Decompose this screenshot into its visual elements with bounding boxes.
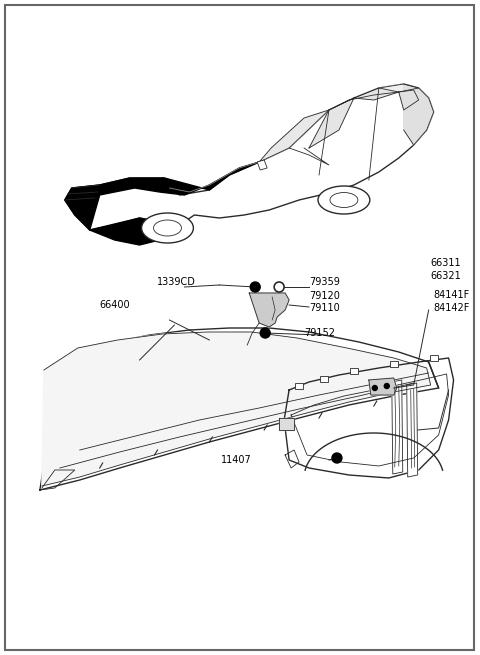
Polygon shape (284, 358, 454, 478)
Polygon shape (65, 162, 259, 230)
Text: 66311: 66311 (431, 258, 461, 268)
Text: 66321: 66321 (431, 271, 461, 281)
Bar (295, 383, 303, 389)
Circle shape (260, 328, 270, 338)
Ellipse shape (318, 186, 370, 214)
Polygon shape (42, 332, 431, 486)
Polygon shape (392, 380, 403, 474)
Polygon shape (90, 218, 180, 245)
Polygon shape (40, 328, 439, 490)
Bar (390, 361, 398, 367)
Text: 79359: 79359 (309, 277, 340, 287)
Text: 66400: 66400 (100, 300, 130, 310)
Polygon shape (354, 88, 399, 100)
Polygon shape (309, 98, 354, 148)
Text: 11407: 11407 (220, 455, 251, 465)
Circle shape (384, 383, 389, 388)
Circle shape (274, 282, 284, 292)
Bar (430, 355, 438, 361)
Text: 84142F: 84142F (433, 303, 470, 313)
Polygon shape (257, 160, 267, 170)
Polygon shape (279, 418, 294, 430)
Polygon shape (65, 84, 433, 230)
Text: 84141F: 84141F (433, 290, 470, 300)
Ellipse shape (154, 220, 181, 236)
Circle shape (250, 282, 260, 292)
Ellipse shape (330, 193, 358, 208)
Polygon shape (369, 378, 397, 395)
Bar (350, 368, 358, 374)
Bar (320, 376, 328, 382)
Polygon shape (249, 293, 289, 327)
Polygon shape (404, 84, 433, 145)
Polygon shape (399, 90, 419, 110)
Circle shape (332, 453, 342, 463)
Polygon shape (259, 110, 329, 162)
Polygon shape (329, 84, 419, 110)
Text: 79110: 79110 (309, 303, 340, 313)
Ellipse shape (142, 213, 193, 243)
Text: 1339CD: 1339CD (156, 277, 195, 287)
Text: 79152: 79152 (304, 328, 335, 338)
Polygon shape (407, 383, 418, 477)
Text: 79120: 79120 (309, 291, 340, 301)
Circle shape (372, 386, 377, 390)
